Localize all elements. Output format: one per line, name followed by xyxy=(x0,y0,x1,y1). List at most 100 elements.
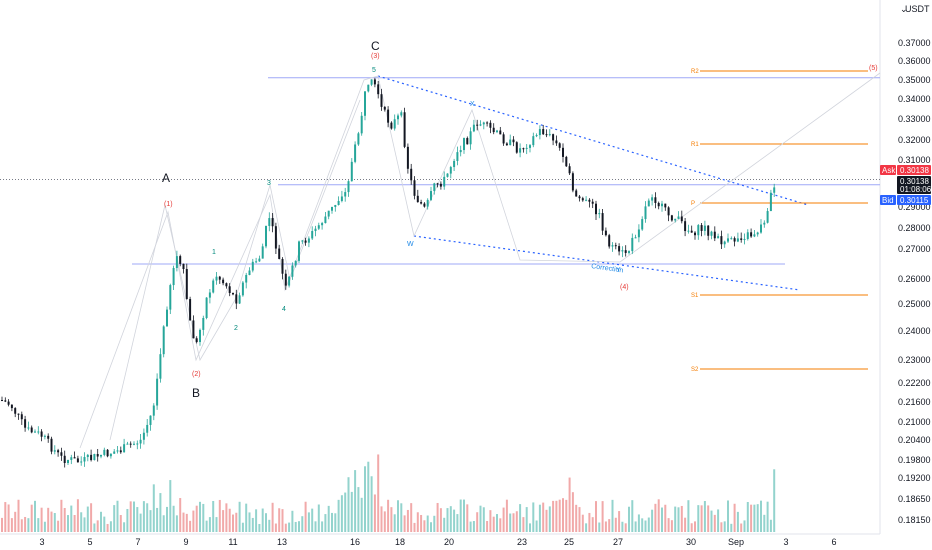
volume-bar xyxy=(717,509,720,532)
volume-bar xyxy=(690,523,693,532)
candle xyxy=(740,232,743,243)
volume-bar xyxy=(225,503,228,532)
wave-label-p1: (1) xyxy=(164,201,173,208)
volume-bar xyxy=(661,507,663,532)
volume-bar xyxy=(723,521,726,532)
volume-bar xyxy=(439,508,442,532)
time-tick-label: 7 xyxy=(135,537,140,547)
time-tick-label: 13 xyxy=(277,537,287,547)
candle xyxy=(248,267,251,276)
volume-bar xyxy=(637,514,640,532)
volume-bar xyxy=(24,516,27,532)
candle xyxy=(410,163,413,185)
volume-bar xyxy=(575,504,578,532)
candle xyxy=(595,200,597,221)
candle xyxy=(324,211,327,224)
candle xyxy=(149,415,152,431)
candle xyxy=(334,204,337,212)
candle xyxy=(746,229,749,241)
candle xyxy=(90,449,93,462)
price-axis[interactable]: 0.37000 0.36000 0.35000 0.34000 0.33000 0.320… xyxy=(898,38,931,525)
price-tick-label: 0.25000 xyxy=(898,299,931,309)
volume-bar xyxy=(139,513,142,532)
volume-bar xyxy=(746,501,749,532)
candle xyxy=(502,132,505,146)
volume-bar xyxy=(393,514,396,532)
volume-bar xyxy=(169,480,172,532)
candle xyxy=(159,348,162,383)
candle xyxy=(208,288,211,304)
volume-bar xyxy=(614,517,617,532)
candle xyxy=(83,452,86,467)
volume-bar xyxy=(525,507,528,532)
volume-bar xyxy=(232,514,234,532)
time-axis[interactable]: 3 5 7 9 11 13 16 18 20 23 25 27 30 Sep 3 6 xyxy=(39,537,836,547)
volume-bar xyxy=(651,509,654,532)
candle xyxy=(215,271,218,285)
candle xyxy=(261,243,264,259)
currency-chevron-icon[interactable]: ⌄ xyxy=(900,4,908,14)
volume-bar xyxy=(331,512,333,532)
candle xyxy=(14,407,17,418)
volume-bar xyxy=(189,520,192,532)
candle xyxy=(486,121,489,127)
candle xyxy=(756,231,759,237)
volume-bar xyxy=(156,507,159,532)
candle xyxy=(344,187,347,202)
candle xyxy=(766,208,769,224)
volume-bar xyxy=(756,504,759,532)
volume-bar xyxy=(294,521,297,532)
volume-bar xyxy=(591,517,594,532)
candle xyxy=(274,222,277,255)
volume-bar xyxy=(595,501,597,532)
candle xyxy=(420,199,423,205)
wave-label-p4: (4) xyxy=(620,284,629,291)
candle xyxy=(251,258,254,273)
candle xyxy=(674,218,677,223)
candle xyxy=(397,113,399,125)
volume-bar xyxy=(423,520,426,532)
volume-bar xyxy=(80,512,83,532)
volume-bar xyxy=(281,509,284,532)
candle xyxy=(298,240,300,263)
candle xyxy=(733,236,736,247)
candle xyxy=(433,182,436,195)
candle xyxy=(730,236,733,240)
candle xyxy=(294,260,297,268)
volume-bar xyxy=(245,503,248,532)
volume-bar xyxy=(70,505,73,532)
volume-bar xyxy=(562,498,564,532)
volume-bar xyxy=(657,499,660,532)
volume-bar xyxy=(20,519,23,532)
volume-bar xyxy=(116,500,119,532)
volume-bar xyxy=(459,499,462,532)
volume-bar xyxy=(773,469,776,532)
volume-bar xyxy=(235,512,238,532)
candle xyxy=(713,226,716,242)
volume-bar xyxy=(733,503,736,532)
volume-bar xyxy=(505,499,508,532)
price-tick-label: 0.28000 xyxy=(898,223,931,233)
candle xyxy=(413,176,416,200)
volume-bar xyxy=(492,516,495,532)
candle xyxy=(265,225,267,249)
volume-bar xyxy=(321,521,324,532)
candle xyxy=(116,445,119,454)
bar-countdown: 01:08:06 xyxy=(900,185,932,194)
candle xyxy=(218,275,221,284)
candle xyxy=(400,110,403,118)
volume-bar xyxy=(146,503,149,532)
volume-bar xyxy=(397,500,399,532)
volume-bar xyxy=(307,512,310,532)
candle xyxy=(100,454,102,459)
volume-bar xyxy=(390,507,393,532)
volume-bars xyxy=(1,454,776,532)
volume-bar xyxy=(710,510,713,532)
volume-bar xyxy=(558,499,561,532)
candle xyxy=(364,91,366,121)
volume-bar xyxy=(367,461,370,532)
candle xyxy=(172,265,175,291)
candle xyxy=(185,263,188,300)
